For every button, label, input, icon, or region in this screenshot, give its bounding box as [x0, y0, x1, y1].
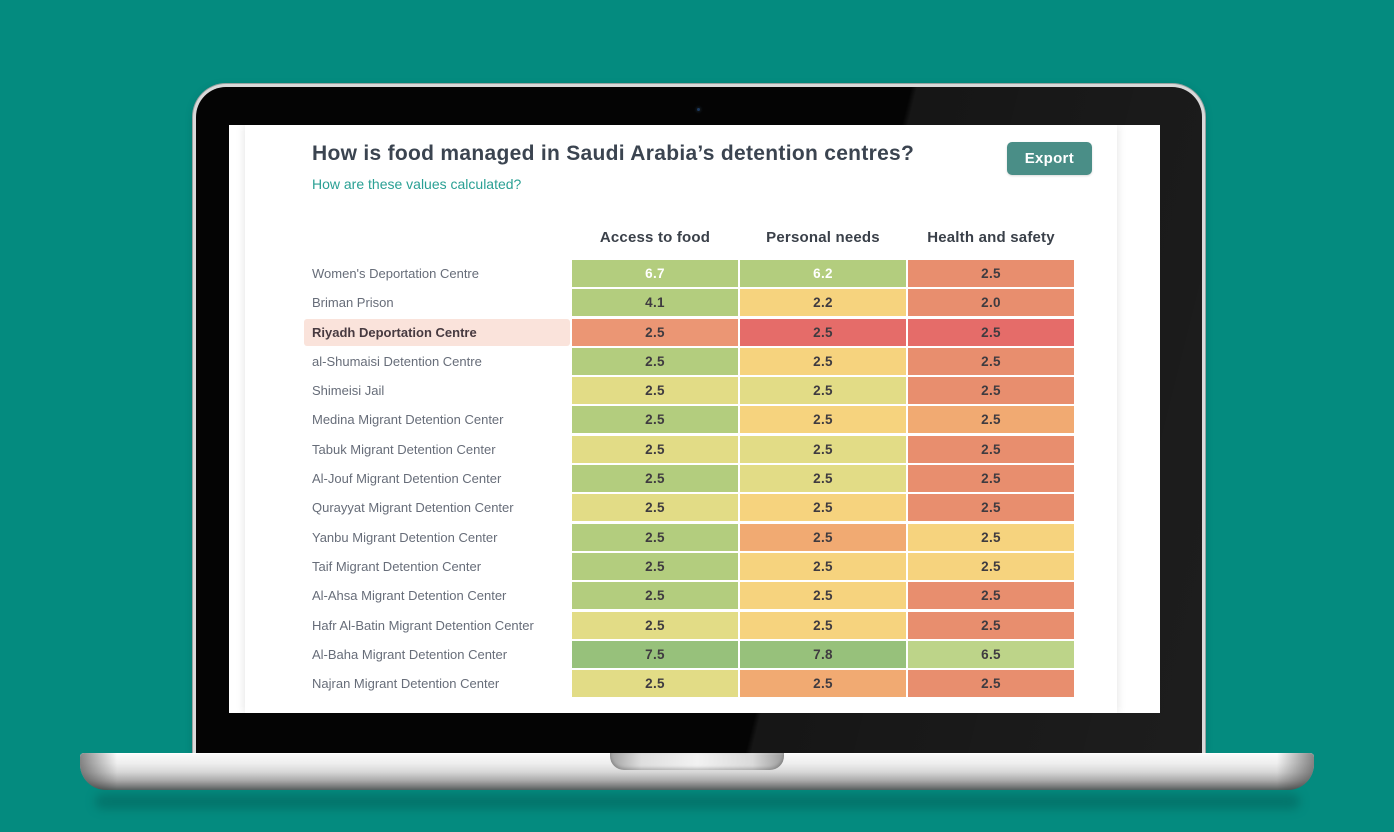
column-headers: Access to food Personal needs Health and… [572, 229, 1076, 246]
table-row[interactable]: Riyadh Deportation Centre 2.5 2.5 2.5 [245, 318, 1074, 346]
table-row[interactable]: Najran Migrant Detention Center 2.5 2.5 2.5 [245, 670, 1074, 698]
row-label[interactable]: Al-Jouf Migrant Detention Center [312, 471, 502, 487]
row-label[interactable]: Shimeisi Jail [312, 383, 385, 399]
table-row[interactable]: Taif Migrant Detention Center 2.5 2.5 2.5 [245, 552, 1074, 580]
heatmap-cell[interactable]: 2.5 [908, 260, 1074, 287]
heatmap-cell[interactable]: 2.5 [740, 670, 906, 698]
table-row[interactable]: Al-Ahsa Migrant Detention Center 2.5 2.5 2.… [245, 582, 1074, 610]
heatmap-cell[interactable]: 2.5 [740, 318, 906, 346]
heatmap-cell[interactable]: 2.5 [740, 377, 906, 405]
heatmap-cell[interactable]: 2.5 [908, 670, 1074, 698]
table-row[interactable]: Women's Deportation Centre 6.7 6.2 2.5 [245, 260, 1074, 287]
heatmap-cell[interactable]: 2.5 [740, 523, 906, 551]
heatmap-cell[interactable]: 2.5 [572, 347, 738, 375]
laptop-base [80, 753, 1314, 790]
heatmap-cell[interactable]: 2.5 [908, 582, 1074, 610]
heatmap-cell[interactable]: 2.5 [572, 435, 738, 463]
column-header-access-to-food: Access to food [599, 229, 711, 246]
heatmap-cell[interactable]: 2.5 [740, 611, 906, 639]
row-label[interactable]: Najran Migrant Detention Center [312, 676, 500, 692]
heatmap-cell[interactable]: 2.5 [908, 494, 1074, 522]
row-label[interactable]: Taif Migrant Detention Center [312, 558, 482, 574]
export-button[interactable]: Export [1006, 142, 1092, 175]
table-row[interactable]: Briman Prison 4.1 2.2 2.0 [245, 289, 1074, 317]
heatmap-cell[interactable]: 7.8 [740, 640, 906, 668]
heatmap-cell[interactable]: 2.5 [572, 494, 738, 522]
column-header-health-and-safety: Health and safety [927, 229, 1055, 246]
table-row[interactable]: Yanbu Migrant Detention Center 2.5 2.5 2.5 [245, 523, 1074, 551]
row-label[interactable]: Hafr Al-Batin Migrant Detention Center [312, 617, 534, 633]
row-label[interactable]: Yanbu Migrant Detention Center [312, 529, 498, 545]
row-label[interactable]: al-Shumaisi Detention Centre [312, 353, 482, 369]
heatmap-cell[interactable]: 2.5 [572, 377, 738, 405]
row-label[interactable]: Tabuk Migrant Detention Center [312, 441, 496, 457]
heatmap-cell[interactable]: 2.5 [740, 494, 906, 522]
column-header-personal-needs: Personal needs [766, 229, 880, 246]
webcam-lens-icon [697, 108, 700, 111]
heatmap-cell[interactable]: 2.5 [908, 611, 1074, 639]
dashboard-card: How is food managed in Saudi Arabia’s de… [245, 125, 1117, 713]
heatmap-cell[interactable]: 2.5 [908, 318, 1074, 346]
heatmap-cell[interactable]: 2.2 [740, 289, 906, 317]
heatmap-cell[interactable]: 2.5 [572, 465, 738, 493]
heatmap-cell[interactable]: 2.0 [908, 289, 1074, 317]
heatmap-cell[interactable]: 6.7 [572, 260, 738, 287]
heatmap-cell[interactable]: 2.5 [740, 465, 906, 493]
heatmap-cell[interactable]: 2.5 [572, 523, 738, 551]
heatmap-cell[interactable]: 7.5 [572, 640, 738, 668]
heatmap-cell[interactable]: 2.5 [908, 552, 1074, 580]
page-title: How is food managed in Saudi Arabia’s de… [312, 142, 915, 165]
row-label[interactable]: Riyadh Deportation Centre [304, 318, 570, 346]
row-label[interactable]: Briman Prison [312, 295, 394, 311]
table-row[interactable]: Al-Jouf Migrant Detention Center 2.5 2.5 2.… [245, 465, 1074, 493]
heatmap-cell[interactable]: 2.5 [572, 552, 738, 580]
table-row[interactable]: Shimeisi Jail 2.5 2.5 2.5 [245, 377, 1074, 405]
app-viewport: How is food managed in Saudi Arabia’s de… [229, 125, 1160, 713]
row-label[interactable]: Al-Baha Migrant Detention Center [312, 646, 508, 662]
heatmap-cell[interactable]: 2.5 [572, 318, 738, 346]
laptop-lid-notch [610, 753, 784, 770]
heatmap-cell[interactable]: 2.5 [908, 435, 1074, 463]
values-calculated-link[interactable]: How are these values calculated? [312, 176, 522, 192]
heatmap-cell[interactable]: 2.5 [740, 582, 906, 610]
row-label[interactable]: Al-Ahsa Migrant Detention Center [312, 588, 507, 604]
table-row[interactable]: Tabuk Migrant Detention Center 2.5 2.5 2.5 [245, 435, 1074, 463]
heatmap-cell[interactable]: 2.5 [908, 465, 1074, 493]
heatmap-cell[interactable]: 2.5 [572, 611, 738, 639]
heatmap-cell[interactable]: 2.5 [740, 552, 906, 580]
table-row[interactable]: Qurayyat Migrant Detention Center 2.5 2.5 2… [245, 494, 1074, 522]
heatmap-cell[interactable]: 2.5 [740, 406, 906, 434]
table-row[interactable]: Hafr Al-Batin Migrant Detention Center 2.… [245, 611, 1074, 639]
heatmap-cell[interactable]: 2.5 [740, 347, 906, 375]
heatmap-cell[interactable]: 2.5 [572, 582, 738, 610]
heatmap-body: Women's Deportation Centre 6.7 6.2 2.5 Brima… [245, 260, 1074, 699]
heatmap-cell[interactable]: 6.2 [740, 260, 906, 287]
row-label[interactable]: Medina Migrant Detention Center [312, 412, 504, 428]
table-row[interactable]: al-Shumaisi Detention Centre 2.5 2.5 2.5 [245, 347, 1074, 375]
row-label[interactable]: Qurayyat Migrant Detention Center [312, 500, 514, 516]
table-row[interactable]: Al-Baha Migrant Detention Center 7.5 7.8 6.… [245, 640, 1074, 668]
heatmap-cell[interactable]: 2.5 [908, 523, 1074, 551]
webcam-icon [694, 105, 703, 114]
row-label[interactable]: Women's Deportation Centre [312, 266, 479, 281]
heatmap-cell[interactable]: 2.5 [572, 406, 738, 434]
laptop-screen: How is food managed in Saudi Arabia’s de… [196, 87, 1202, 755]
heatmap-cell[interactable]: 2.5 [908, 406, 1074, 434]
laptop-reflection [95, 794, 1300, 809]
heatmap-cell[interactable]: 2.5 [908, 377, 1074, 405]
heatmap-cell[interactable]: 6.5 [908, 640, 1074, 668]
table-row[interactable]: Medina Migrant Detention Center 2.5 2.5 2.5 [245, 406, 1074, 434]
heatmap-cell[interactable]: 2.5 [740, 435, 906, 463]
heatmap-cell[interactable]: 2.5 [572, 670, 738, 698]
heatmap-cell[interactable]: 4.1 [572, 289, 738, 317]
heatmap-cell[interactable]: 2.5 [908, 347, 1074, 375]
